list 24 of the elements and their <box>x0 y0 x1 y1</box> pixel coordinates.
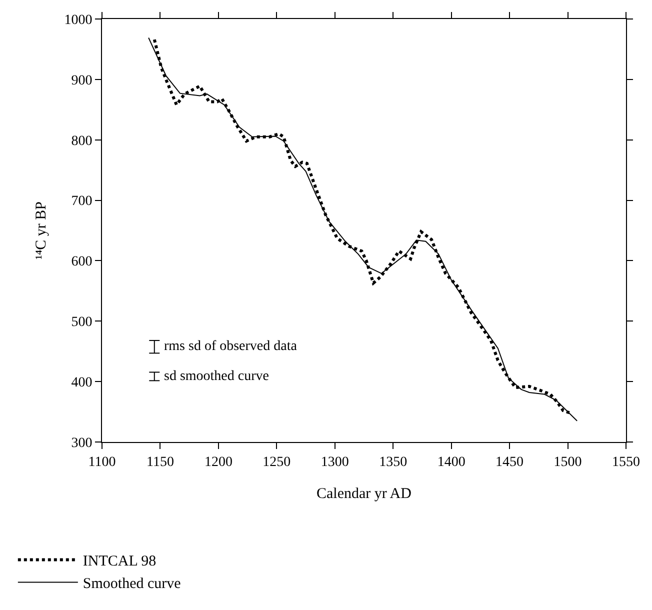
y-tick-label: 900 <box>71 73 92 88</box>
x-tick-label: 1300 <box>320 454 349 470</box>
x-tick-label: 1450 <box>496 454 524 470</box>
y-tick-label: 800 <box>71 134 92 149</box>
legend-label: INTCAL 98 <box>82 554 156 570</box>
y-tick-label: 700 <box>71 194 92 210</box>
y-tick-label: 500 <box>71 315 92 330</box>
y-tick-label: 400 <box>71 375 92 390</box>
x-tick-label: 1250 <box>262 454 291 470</box>
x-tick-label: 1200 <box>204 454 232 470</box>
annotation: sd smoothed curve <box>164 369 269 384</box>
x-tick-label: 1500 <box>554 454 582 470</box>
y-axis-title: ¹⁴C yr BP <box>33 201 50 260</box>
y-tick-label: 1000 <box>64 12 92 28</box>
legend-label: Smoothed curve <box>82 576 182 592</box>
y-tick-label: 600 <box>71 254 92 270</box>
x-tick-label: 1150 <box>146 454 174 470</box>
x-axis-title: Calendar yr AD <box>316 486 412 502</box>
x-tick-label: 1550 <box>612 454 640 470</box>
x-tick-label: 1100 <box>88 454 116 470</box>
annotation: rms sd of observed data <box>164 339 298 354</box>
x-tick-label: 1350 <box>379 454 408 470</box>
x-tick-label: 1400 <box>437 454 466 470</box>
y-tick-label: 300 <box>71 436 92 451</box>
